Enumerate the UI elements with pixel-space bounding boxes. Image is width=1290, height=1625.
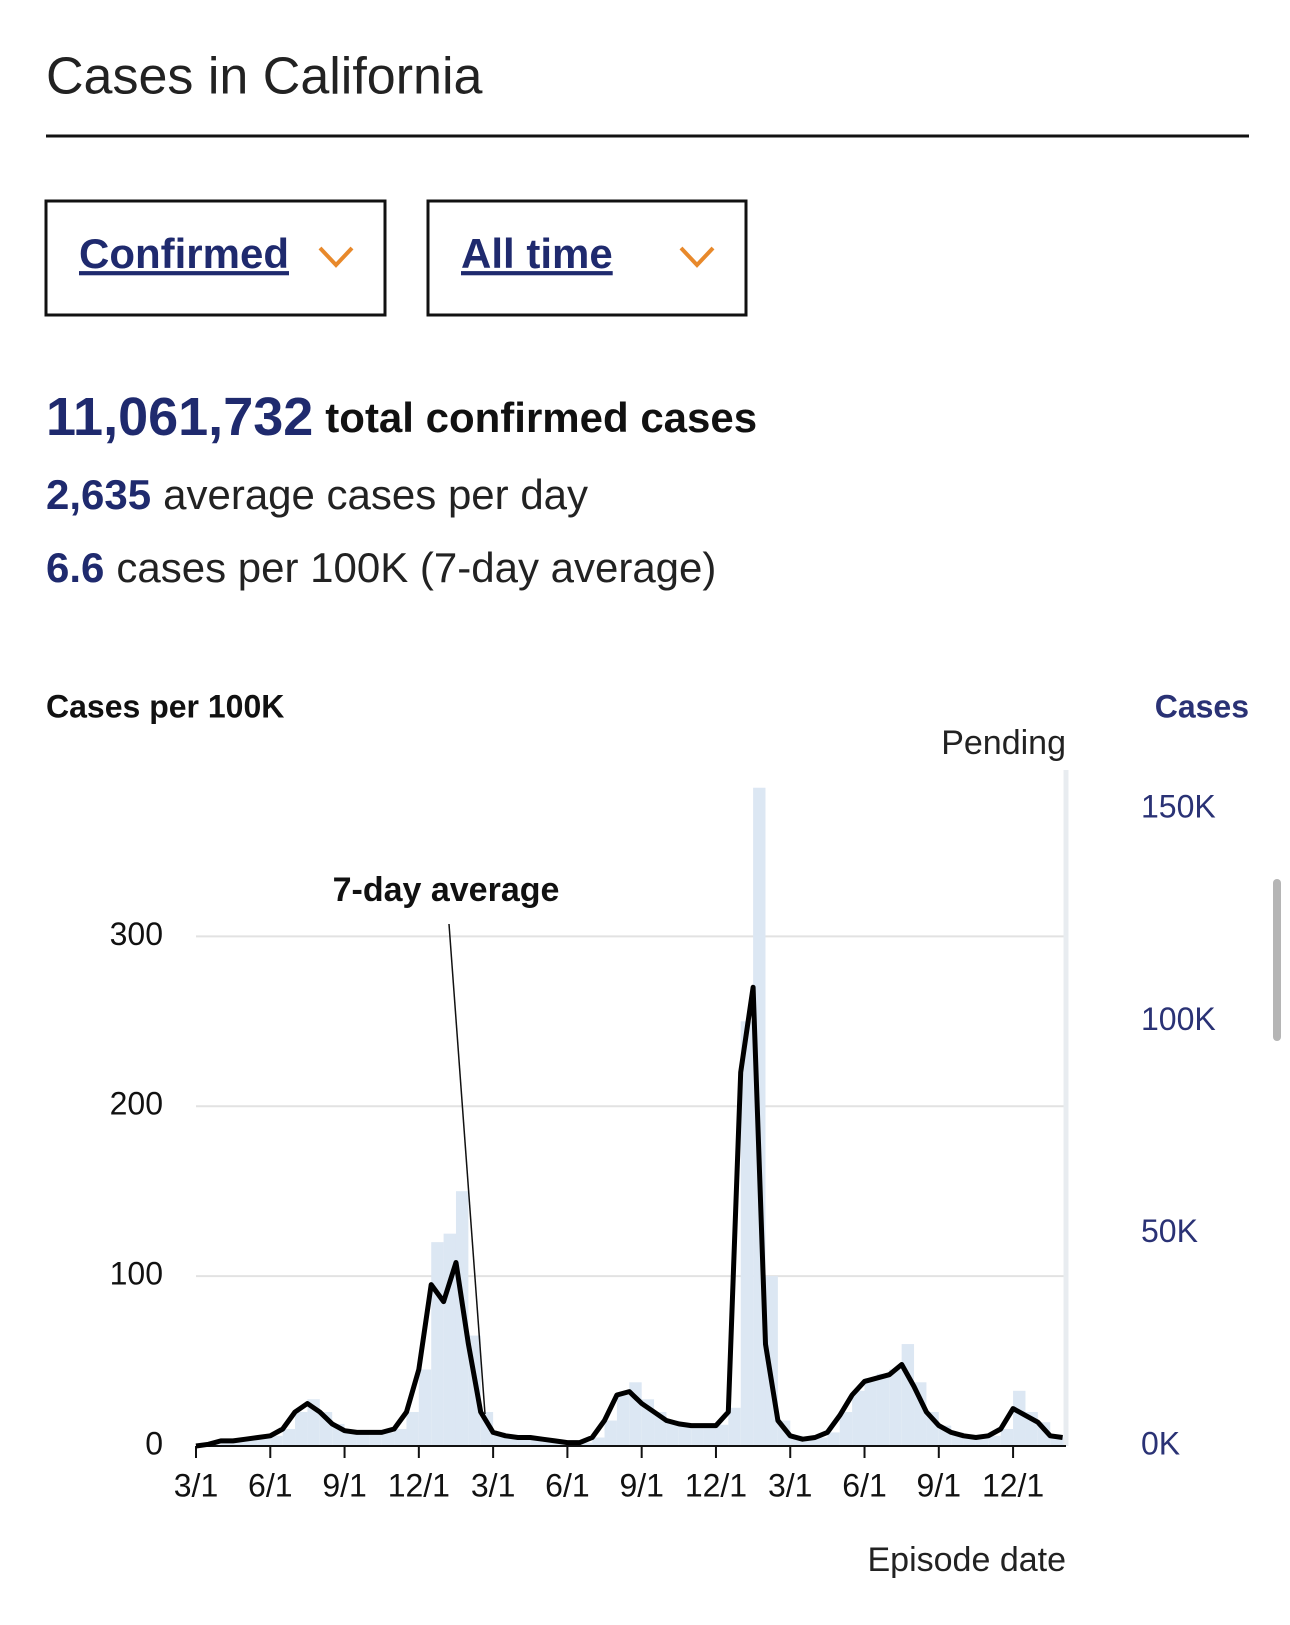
case-bar (790, 1435, 803, 1446)
y2-tick-label: 150K (1141, 788, 1216, 824)
case-bar (517, 1437, 531, 1446)
pending-label: Pending (941, 724, 1066, 762)
plot: 0 100 200 300 0K 50K 100K 150K 3/1 6/1 9/1 12/1 3/1 6… (110, 770, 1216, 1503)
stat-text: total confirmed cases (325, 394, 757, 441)
stat-value: 6.6 (46, 544, 104, 591)
case-bar (852, 1390, 865, 1446)
x-tick-label: 12/1 (982, 1467, 1044, 1503)
case-bar (864, 1378, 877, 1446)
x-tick-label: 9/1 (322, 1467, 366, 1503)
case-bar (257, 1437, 271, 1446)
case-bar (406, 1412, 419, 1446)
stat-text: cases per 100K (7-day average) (116, 544, 716, 591)
y-tick-label: 300 (110, 916, 163, 952)
case-bar (988, 1435, 1001, 1446)
stat-text: average cases per day (163, 471, 588, 518)
case-bar (666, 1420, 679, 1446)
case-bar (344, 1430, 357, 1446)
case-bar (889, 1369, 902, 1446)
y-tick-label: 100 (110, 1256, 163, 1292)
case-bar (1000, 1429, 1014, 1446)
scrollbar[interactable] (1273, 879, 1281, 1041)
case-bar (678, 1423, 692, 1446)
average-line (195, 984, 1063, 1449)
x-tick-label: 12/1 (388, 1467, 450, 1503)
dropdown-chevron (318, 246, 354, 268)
x-tick-label: 9/1 (619, 1467, 663, 1503)
case-bar (356, 1432, 370, 1446)
case-bar (220, 1440, 234, 1446)
y-tick-label: 200 (110, 1086, 163, 1122)
case-bar (1050, 1435, 1063, 1446)
annotation-leader (448, 923, 486, 1415)
case-bar (592, 1437, 605, 1446)
case-bar (839, 1412, 853, 1446)
case-bar (233, 1440, 246, 1446)
case-bar (876, 1373, 890, 1446)
y2-tick-label: 50K (1141, 1213, 1198, 1249)
case-bar (802, 1439, 815, 1446)
case-bar (728, 1407, 741, 1446)
y2-tick-label: 100K (1141, 1001, 1216, 1037)
case-bar (975, 1437, 989, 1446)
filter-dropdown[interactable]: All time (426, 199, 748, 317)
case-bar (815, 1437, 828, 1446)
case-bar (963, 1435, 976, 1446)
case-bar (245, 1439, 258, 1446)
y-axis-title: Cases per 100K (46, 688, 284, 724)
page-title: Cases in California (46, 48, 482, 106)
x-tick-label: 9/1 (917, 1467, 961, 1503)
stat-value: 2,635 (46, 471, 151, 518)
stat-rate: 6.6 cases per 100K (7-day average) (46, 544, 716, 591)
dropdown-label[interactable]: All time (461, 230, 613, 277)
stat-total: 11,061,732 total confirmed cases (46, 387, 757, 447)
y2-tick-label: 0K (1141, 1425, 1180, 1461)
case-bar (530, 1437, 543, 1446)
dropdown-chevron (679, 246, 715, 268)
case-bar (282, 1429, 296, 1446)
case-bar (431, 1242, 444, 1446)
stat-average: 2,635 average cases per day (46, 471, 588, 518)
case-bar (270, 1435, 283, 1446)
case-bar (616, 1395, 630, 1446)
x-tick-label: 6/1 (842, 1467, 886, 1503)
case-bar (418, 1369, 432, 1446)
y-tick-label: 0 (145, 1425, 163, 1461)
stat-value: 11,061,732 (46, 387, 313, 447)
filter-dropdown[interactable]: Confirmed (44, 199, 387, 317)
x-tick-label: 6/1 (248, 1467, 292, 1503)
case-bar (295, 1412, 308, 1446)
y2-axis-title: Cases (1155, 688, 1249, 724)
case-bar (542, 1439, 556, 1446)
annotation-label: 7-day average (333, 871, 560, 909)
case-bar (827, 1432, 840, 1446)
case-bar (901, 1344, 915, 1446)
case-bar (1013, 1390, 1026, 1446)
x-axis-title: Episode date (868, 1541, 1067, 1579)
case-bar (703, 1425, 716, 1446)
case-bar (604, 1420, 617, 1446)
case-bar (381, 1432, 395, 1446)
x-tick-label: 6/1 (545, 1467, 589, 1503)
x-tick-label: 12/1 (685, 1467, 747, 1503)
x-tick-label: 3/1 (768, 1467, 812, 1503)
case-bar (715, 1424, 729, 1446)
x-tick-label: 3/1 (174, 1467, 218, 1503)
x-tick-label: 3/1 (471, 1467, 515, 1503)
dropdown-label[interactable]: Confirmed (79, 230, 289, 277)
case-bar (394, 1429, 407, 1446)
case-bar (579, 1442, 593, 1446)
case-bar (691, 1425, 704, 1446)
case-bar (505, 1435, 518, 1446)
case-bar (740, 1021, 754, 1446)
case-bar (369, 1432, 382, 1446)
